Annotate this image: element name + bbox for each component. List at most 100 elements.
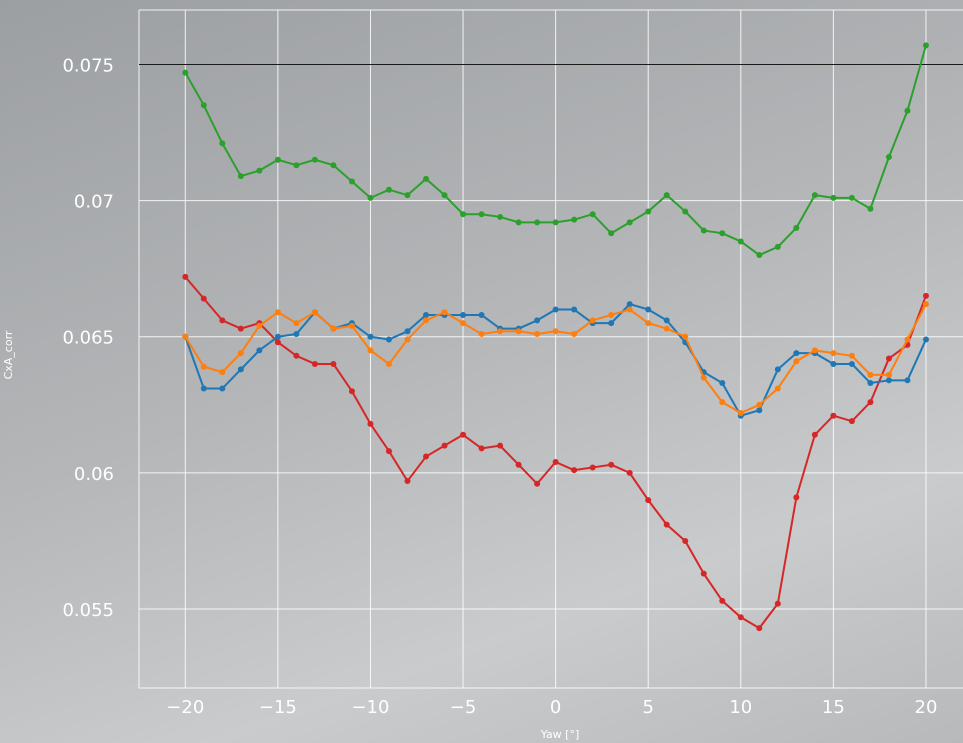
data-point [423,317,430,324]
data-point [700,570,707,577]
data-point [274,333,281,340]
data-point [682,537,689,544]
data-point [552,219,559,226]
data-point [922,292,929,299]
data-point [311,309,318,316]
data-point [478,445,485,452]
data-point [385,448,392,455]
data-point [293,331,300,338]
data-point [274,309,281,316]
data-point [811,192,818,199]
data-point [219,385,226,392]
data-point [552,306,559,313]
data-point [645,497,652,504]
data-point [311,156,318,163]
data-point [367,347,374,354]
x-tick-label: −20 [166,697,204,718]
data-point [663,192,670,199]
data-point [293,162,300,169]
data-point [571,216,578,223]
data-point [885,355,892,362]
data-point [552,328,559,335]
data-point [515,461,522,468]
data-point [182,333,189,340]
data-point [534,480,541,487]
x-tick-label: 15 [822,697,845,718]
x-tick-label: 10 [729,697,752,718]
x-tick-label: 0 [550,697,561,718]
data-point [830,350,837,357]
data-point [237,173,244,180]
data-point [571,331,578,338]
data-point [663,317,670,324]
data-point [497,442,504,449]
data-point [219,140,226,147]
data-point [867,371,874,378]
data-point [460,431,467,438]
data-point [811,431,818,438]
data-point [737,238,744,245]
data-point [200,295,207,302]
data-point [515,219,522,226]
data-point [811,347,818,354]
data-point [460,311,467,318]
y-axis-tick-labels: 0.055 0.06 0.065 0.07 0.075 [62,55,114,621]
data-point [460,211,467,218]
data-point [348,178,355,185]
data-point [904,377,911,384]
data-point [848,352,855,359]
data-point [867,380,874,387]
data-point [497,213,504,220]
data-point [885,371,892,378]
data-point [626,219,633,226]
data-point [200,102,207,109]
data-point [904,336,911,343]
data-point [219,317,226,324]
data-point [608,311,615,318]
x-axis-tick-labels: −20 −15 −10 −5 0 5 10 15 20 [166,697,937,718]
data-point [626,469,633,476]
data-point [608,320,615,327]
data-point [626,306,633,313]
data-point [589,317,596,324]
data-point [774,385,781,392]
data-point [274,156,281,163]
data-point [793,350,800,357]
data-point [460,320,467,327]
data-point [311,360,318,367]
data-point [885,154,892,161]
data-point [774,600,781,607]
data-point [589,464,596,471]
data-point [256,322,263,329]
data-point [423,175,430,182]
data-point [348,322,355,329]
data-point [867,399,874,406]
series-2 [182,273,929,632]
data-point [478,211,485,218]
data-point [904,107,911,114]
y-tick-label: 0.055 [62,600,114,621]
data-point [367,420,374,427]
data-point [237,325,244,332]
y-tick-label: 0.075 [62,55,114,76]
y-tick-label: 0.06 [74,464,114,485]
data-point [700,374,707,381]
data-point [552,459,559,465]
data-point [423,311,430,318]
x-tick-label: −15 [259,697,297,718]
data-point [756,407,763,414]
data-point [848,360,855,367]
data-point [867,205,874,212]
data-point [385,336,392,343]
data-point [404,478,411,485]
data-point [182,273,189,280]
data-point [793,224,800,231]
data-point [719,399,726,406]
data-point [737,614,744,621]
data-point [922,336,929,343]
data-point [367,333,374,340]
data-point [404,192,411,199]
data-point [793,494,800,501]
x-tick-label: 5 [642,697,653,718]
